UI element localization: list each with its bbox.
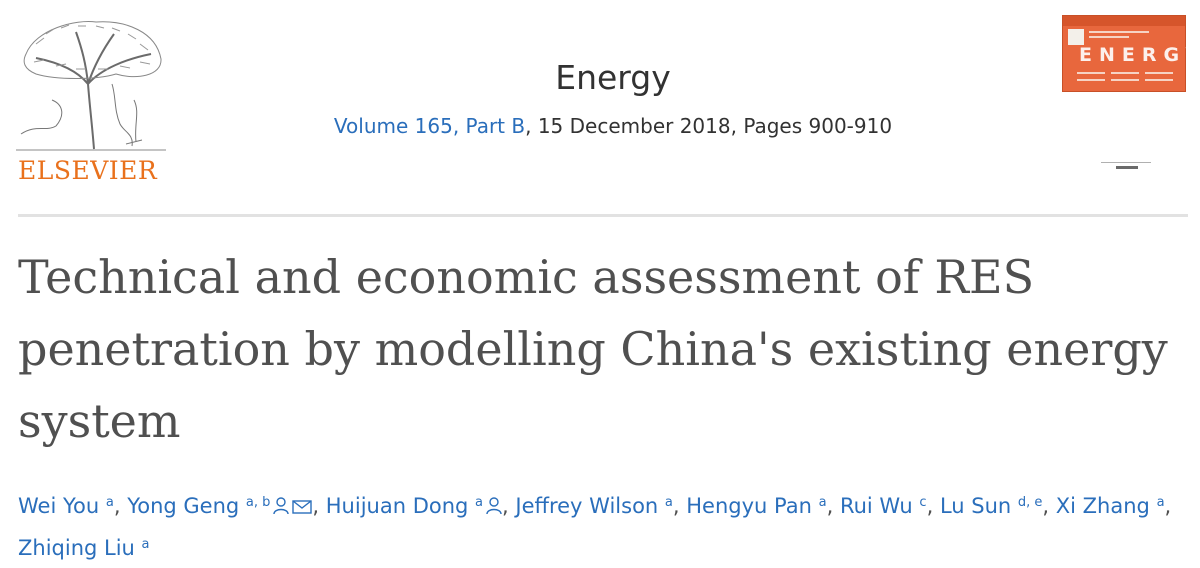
article-title: Technical and economic assessment of RES… (18, 241, 1200, 457)
person-icon[interactable] (273, 488, 290, 528)
author-link[interactable]: Lu Sun (939, 494, 1012, 518)
cover-header-strip (1063, 16, 1185, 26)
person-icon[interactable] (486, 488, 502, 528)
affiliation-marker[interactable]: a, b (245, 495, 271, 510)
elsevier-wordmark: ELSEVIER (18, 156, 158, 185)
affiliation-marker[interactable]: a (475, 495, 484, 510)
header-divider (18, 214, 1188, 217)
author-link[interactable]: Rui Wu (839, 494, 913, 518)
journal-title[interactable]: Energy (555, 58, 671, 97)
affiliation-marker[interactable]: c (919, 495, 927, 510)
affiliation-marker[interactable]: a (818, 495, 827, 510)
cover-footer-mark (1101, 162, 1151, 169)
article-title-line: system (18, 394, 181, 448)
cover-journal-word: ENERGY (1079, 44, 1200, 66)
journal-cover-thumbnail[interactable]: ENERGY (1062, 15, 1200, 92)
article-title-line: Technical and economic assessment of RES (18, 250, 1035, 304)
cover-publisher-logo-icon (1068, 29, 1084, 45)
affiliation-marker[interactable]: a (1156, 495, 1165, 510)
elsevier-tree-logo-icon (16, 20, 166, 151)
article-title-line: penetration by modelling China's existin… (18, 322, 1168, 376)
affiliation-marker[interactable]: a (664, 495, 673, 510)
author-link[interactable]: Xi Zhang (1055, 494, 1150, 518)
author-link[interactable]: Jeffrey Wilson (515, 494, 659, 518)
author-link[interactable]: Wei You (18, 494, 100, 518)
author-link[interactable]: Huijuan Dong (325, 494, 469, 518)
envelope-icon[interactable] (292, 488, 313, 528)
volume-link[interactable]: Volume 165, Part B (333, 114, 526, 138)
author-list: Wei You a, Yong Geng a, b, Huijuan Dong … (18, 486, 1200, 568)
affiliation-marker[interactable]: a (105, 495, 114, 510)
issue-info: Volume 165, Part B, 15 December 2018, Pa… (0, 114, 1200, 138)
affiliation-marker[interactable]: d, e (1017, 495, 1043, 510)
elsevier-logo[interactable]: ELSEVIER (16, 14, 166, 185)
author-link[interactable]: Hengyu Pan (686, 494, 812, 518)
author-link[interactable]: Yong Geng (127, 494, 240, 518)
affiliation-marker[interactable]: a (141, 537, 150, 552)
issue-details: , 15 December 2018, Pages 900-910 (525, 114, 893, 138)
author-link[interactable]: Zhiqing Liu (18, 536, 135, 560)
